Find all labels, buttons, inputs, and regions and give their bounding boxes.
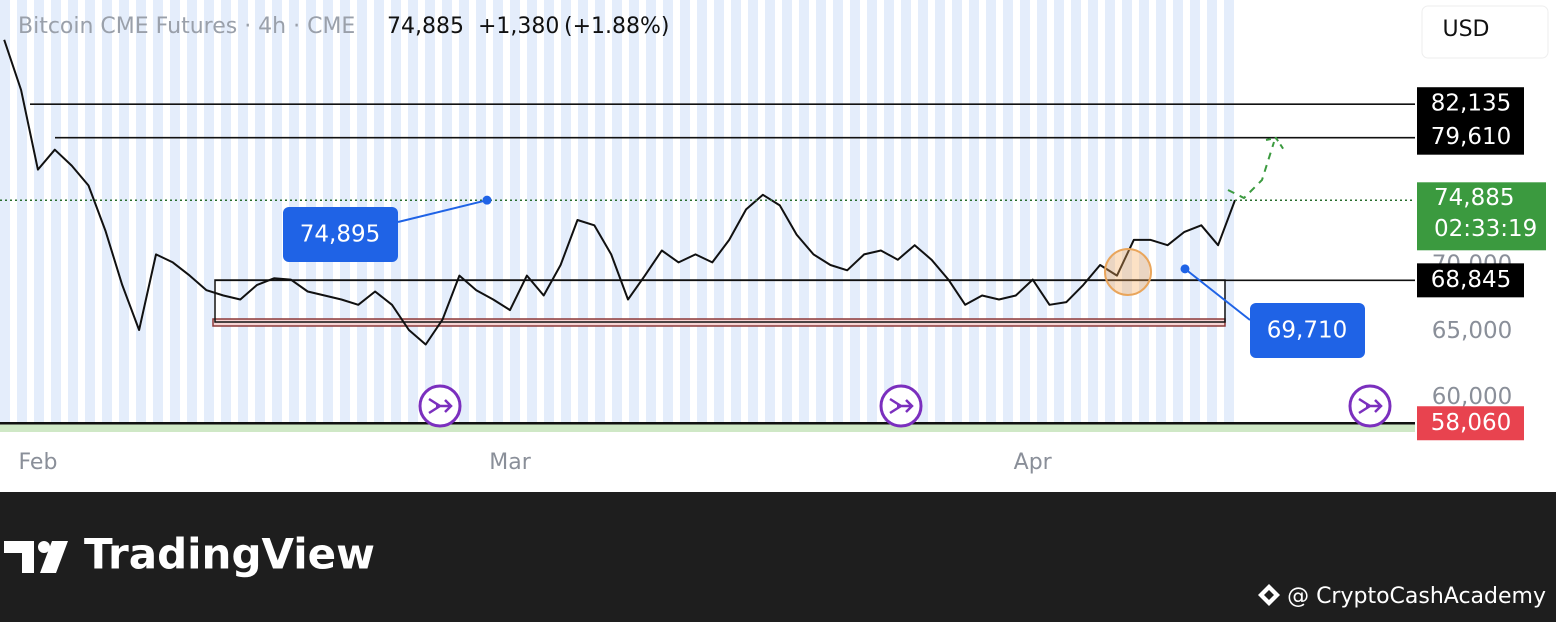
event-icon[interactable] xyxy=(879,384,923,428)
support-band xyxy=(0,424,1415,432)
x-tick-label: Mar xyxy=(489,450,531,475)
session-stripes xyxy=(0,0,1237,432)
highlight-circle xyxy=(1104,248,1152,296)
callout-box xyxy=(283,207,398,262)
callout-label: 69,710 xyxy=(1267,318,1347,344)
callout-box xyxy=(1250,303,1365,358)
symbol-title: Bitcoin CME Futures · 4h · CME xyxy=(18,14,355,39)
x-tick-label: Feb xyxy=(18,450,57,475)
x-tick-label: Apr xyxy=(1014,450,1053,475)
last-price: 74,885 xyxy=(387,14,464,39)
callout-point xyxy=(482,195,492,205)
currency-label[interactable]: USD xyxy=(1442,17,1489,42)
level-label: 68,845 xyxy=(1431,267,1511,293)
level-label: 82,135 xyxy=(1431,91,1511,117)
level-label-box xyxy=(1417,87,1524,122)
event-icon[interactable] xyxy=(418,384,462,428)
price-change: +1,380 xyxy=(478,14,559,39)
brand: TradingView xyxy=(84,530,375,579)
event-icon[interactable] xyxy=(1348,384,1392,428)
y-tick-label: 60,000 xyxy=(1432,384,1512,410)
y-tick-label: 65,000 xyxy=(1432,318,1512,344)
credit: @ CryptoCashAcademy xyxy=(1287,584,1546,609)
callout-line xyxy=(1184,268,1251,321)
countdown: 02:33:19 xyxy=(1434,216,1537,242)
price-line xyxy=(3,39,1236,346)
price-change-pct: (+1.88%) xyxy=(564,14,670,39)
level-label-box xyxy=(1417,120,1524,155)
currency-button[interactable] xyxy=(1421,5,1549,59)
event-icons xyxy=(418,384,1392,428)
last-price-label: 74,885 xyxy=(1434,185,1514,211)
last-price-box xyxy=(1417,182,1546,251)
level-label-box xyxy=(1417,263,1524,298)
plot: 80,00070,00065,00060,000FebMarApr82,1357… xyxy=(0,39,1546,475)
level-label: 58,060 xyxy=(1431,410,1511,436)
callout-point xyxy=(1180,264,1190,274)
level-label: 79,610 xyxy=(1431,124,1511,150)
callout-label: 74,895 xyxy=(300,222,380,248)
level-label-box xyxy=(1417,406,1524,441)
callout-line xyxy=(397,199,488,223)
credit-icon xyxy=(1258,584,1280,606)
projection-arrow-head xyxy=(1265,136,1285,151)
projection-arrow xyxy=(1227,141,1275,200)
tradingview-logo xyxy=(4,541,68,573)
